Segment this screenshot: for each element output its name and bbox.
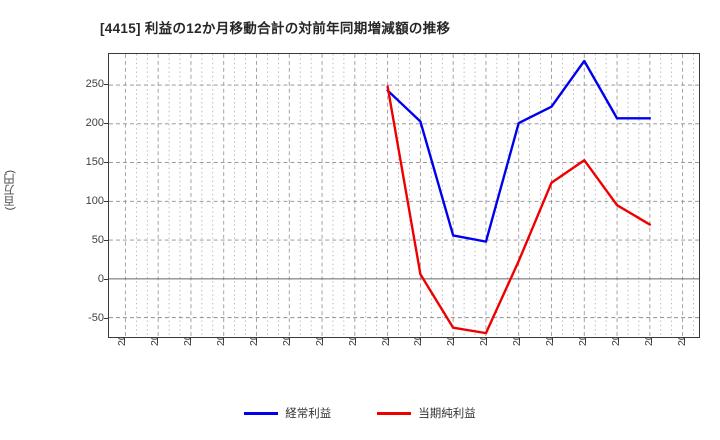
y-axis-label: (百万円) bbox=[4, 170, 16, 211]
x-axis-tick-mark bbox=[486, 338, 488, 343]
gridlines bbox=[109, 54, 699, 337]
x-axis-tick-mark bbox=[124, 338, 126, 343]
x-axis-tick-mark bbox=[650, 338, 652, 343]
y-axis-tick-mark bbox=[104, 84, 108, 86]
x-axis-tick-mark bbox=[157, 338, 159, 343]
x-axis-tick-mark bbox=[420, 338, 422, 343]
legend-label: 経常利益 bbox=[285, 408, 332, 420]
y-axis-tick-label: 50 bbox=[91, 234, 104, 247]
y-axis-tick-label: 150 bbox=[85, 156, 104, 169]
y-axis-tick-label: 200 bbox=[85, 117, 104, 130]
x-axis-tick-mark bbox=[387, 338, 389, 343]
y-axis-tick-mark bbox=[104, 201, 108, 203]
y-axis-tick-label: 250 bbox=[85, 78, 104, 91]
chart-legend: 経常利益 当期純利益 bbox=[0, 405, 720, 421]
y-axis-tick-mark bbox=[104, 318, 108, 320]
y-axis-tick-label: 100 bbox=[85, 195, 104, 208]
x-axis-tick-mark bbox=[288, 338, 290, 343]
data-lines bbox=[386, 59, 652, 335]
legend-label: 当期純利益 bbox=[418, 408, 476, 420]
x-axis-tick-mark bbox=[584, 338, 586, 343]
y-axis-tick-mark bbox=[104, 123, 108, 125]
x-axis-tick-mark bbox=[519, 338, 521, 343]
chart-title: [4415] 利益の12か月移動合計の対前年同期増減額の推移 bbox=[100, 21, 451, 36]
x-axis-tick-mark bbox=[617, 338, 619, 343]
x-axis-tick-mark bbox=[552, 338, 553, 343]
x-axis-tick-mark bbox=[354, 338, 356, 343]
x-axis-tick-mark bbox=[256, 338, 257, 343]
legend-item-ordinary-profit: 経常利益 bbox=[244, 405, 331, 421]
legend-item-net-income: 当期純利益 bbox=[377, 405, 476, 421]
x-axis-tick-mark bbox=[683, 338, 685, 343]
y-axis-tick-mark bbox=[104, 240, 108, 242]
legend-swatch-icon bbox=[377, 411, 412, 415]
x-axis-tick-mark bbox=[453, 338, 455, 343]
x-axis-tick-mark bbox=[223, 338, 225, 343]
legend-swatch-icon bbox=[244, 411, 279, 415]
x-axis-tick-mark bbox=[190, 338, 192, 343]
y-axis-tick-label: 0 bbox=[97, 273, 104, 286]
y-axis-tick-mark bbox=[104, 279, 108, 281]
x-axis-tick-mark bbox=[321, 338, 323, 343]
y-axis-tick-label: -50 bbox=[88, 312, 104, 325]
y-axis-tick-mark bbox=[104, 162, 108, 164]
plot-area bbox=[108, 53, 700, 338]
